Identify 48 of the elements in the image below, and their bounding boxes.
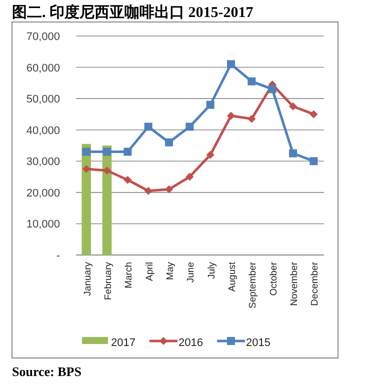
point (310, 157, 318, 166)
legend-label: 2015 (246, 337, 270, 349)
point (124, 176, 132, 184)
point (186, 122, 194, 131)
point (186, 172, 194, 181)
point (165, 185, 173, 194)
x-tick-label: August (227, 262, 238, 292)
point (227, 60, 235, 68)
point (289, 149, 297, 158)
y-tick-label: 30,000 (26, 156, 60, 168)
source-note: Source: BPS (12, 364, 82, 379)
x-tick-label: July (206, 262, 218, 279)
point (124, 148, 132, 156)
x-tick-label: January (82, 262, 94, 296)
point (268, 85, 276, 94)
chart-title: 图二. 印度尼西亚咖啡出口 2015-2017 (12, 3, 254, 21)
point (144, 186, 152, 195)
point (289, 102, 297, 110)
point (82, 148, 90, 156)
y-tick-label: - (56, 250, 60, 262)
x-tick-label: February (103, 262, 114, 300)
x-tick-label: September (248, 262, 259, 308)
x-tick-label: November (289, 262, 300, 306)
y-tick-label: 40,000 (26, 124, 60, 137)
x-tick-label: May (165, 262, 176, 280)
point (82, 164, 90, 173)
y-tick-label: 10,000 (26, 218, 60, 231)
point (206, 150, 214, 159)
point (165, 138, 173, 146)
point (248, 77, 256, 86)
x-tick-label: October (268, 262, 280, 296)
point (227, 112, 235, 120)
legend-label: 2016 (178, 337, 203, 349)
x-tick-label: March (124, 262, 135, 288)
x-tick-label: June (186, 262, 197, 283)
y-tick-label: 70,000 (26, 31, 60, 43)
y-tick-label: 50,000 (26, 94, 60, 106)
x-tick-label: April (144, 262, 156, 282)
y-tick-label: 20,000 (26, 187, 60, 200)
point (103, 166, 111, 175)
y-tick-label: 60,000 (26, 62, 60, 74)
point (310, 110, 318, 118)
point (248, 114, 256, 123)
x-tick-label: December (310, 262, 321, 306)
point (206, 100, 214, 109)
legend-label: 2017 (111, 337, 136, 349)
point (144, 122, 152, 131)
point (103, 148, 111, 156)
